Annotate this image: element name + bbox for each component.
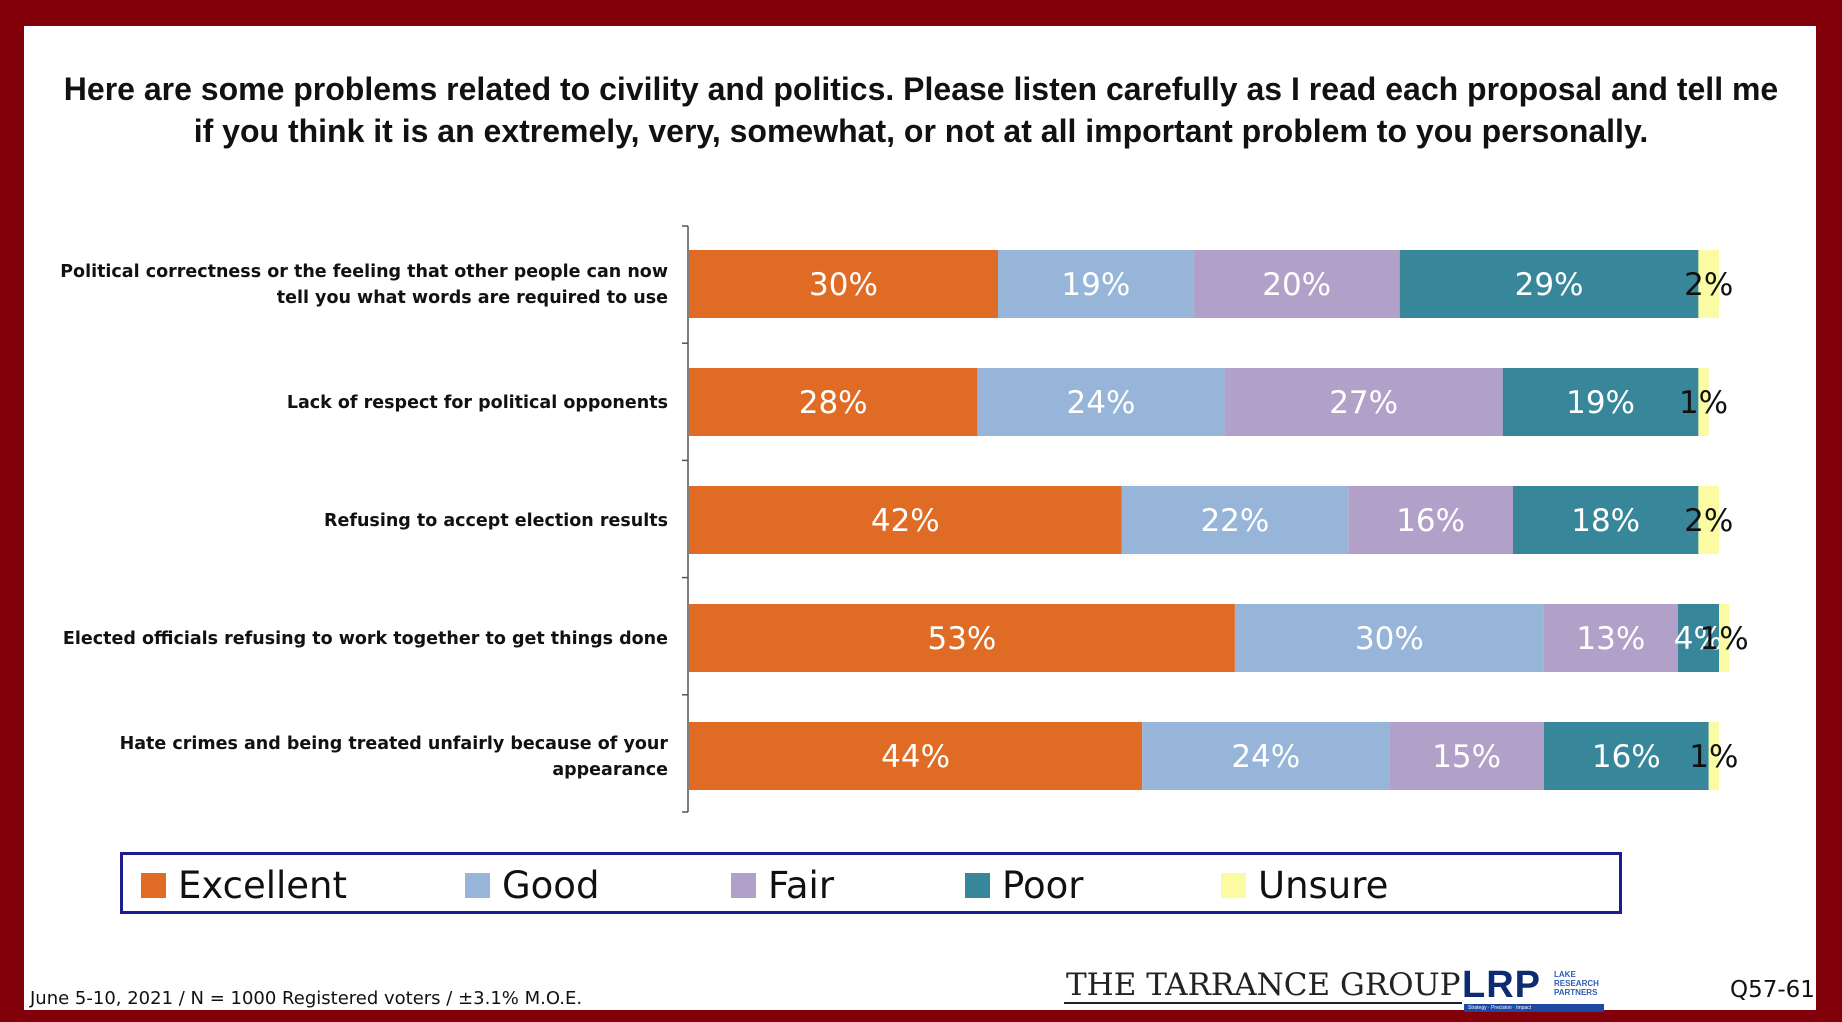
legend-item-poor: Poor xyxy=(965,863,1084,907)
bar-segment-unsure xyxy=(1698,368,1709,436)
lrp-logo-text: LRP xyxy=(1462,964,1541,1006)
bar-segment-excellent xyxy=(689,250,998,318)
legend-item-excellent: Excellent xyxy=(141,863,348,907)
category-label: Political correctness or the feeling tha… xyxy=(60,262,668,308)
bar-segment-fair xyxy=(1543,604,1678,672)
data-label-unsure: 1% xyxy=(1689,739,1738,775)
data-label-unsure: 1% xyxy=(1679,385,1728,421)
data-label-poor: 18% xyxy=(1571,503,1640,539)
data-label-excellent: 30% xyxy=(809,267,878,303)
data-label-excellent: 42% xyxy=(871,503,940,539)
legend-label: Good xyxy=(502,863,600,907)
bar-segment-fair xyxy=(1348,486,1513,554)
data-label-excellent: 28% xyxy=(799,385,868,421)
lrp-logo-subtitle: LAKE RESEARCH PARTNERS xyxy=(1554,970,1599,997)
bar-segment-excellent xyxy=(689,604,1235,672)
legend: Excellent Good Fair Poor Unsure xyxy=(120,852,1622,914)
data-label-fair: 13% xyxy=(1576,621,1645,657)
data-label-fair: 15% xyxy=(1432,739,1501,775)
bar-segment-good xyxy=(1121,486,1349,554)
bar-segment-good xyxy=(1234,604,1544,672)
data-label-good: 19% xyxy=(1061,267,1130,303)
data-label-unsure: 2% xyxy=(1684,503,1733,539)
legend-swatch xyxy=(465,872,490,898)
data-label-good: 22% xyxy=(1200,503,1269,539)
legend-label: Poor xyxy=(1002,863,1084,907)
bar-segment-fair xyxy=(1389,722,1544,790)
bar-segment-poor xyxy=(1399,250,1699,318)
lrp-logo: LRP LAKE RESEARCH PARTNERS Strategy · Pr… xyxy=(1462,964,1606,1012)
bar-segment-excellent xyxy=(689,722,1143,790)
data-label-good: 24% xyxy=(1067,385,1136,421)
data-label-unsure: 1% xyxy=(1700,621,1749,657)
bar-segment-poor xyxy=(1677,604,1719,672)
data-label-poor: 29% xyxy=(1515,267,1584,303)
tarrance-group-logo: THE TARRANCE GROUP xyxy=(1064,967,1463,1004)
bar-segment-good xyxy=(998,250,1194,318)
bar-segment-excellent xyxy=(689,368,978,436)
category-label: Lack of respect for political opponents xyxy=(287,393,668,413)
data-label-poor: 19% xyxy=(1566,385,1635,421)
data-label-good: 24% xyxy=(1231,739,1300,775)
lrp-logo-tagline: Strategy · Precision · Impact xyxy=(1464,1004,1604,1012)
bar-segment-poor xyxy=(1502,368,1699,436)
legend-item-unsure: Unsure xyxy=(1221,863,1389,907)
bar-segment-fair xyxy=(1193,250,1400,318)
category-label: Hate crimes and being treated unfairly b… xyxy=(120,734,669,780)
bar-segment-fair xyxy=(1224,368,1503,436)
chart-title: Here are some problems related to civili… xyxy=(63,71,1779,149)
data-label-excellent: 53% xyxy=(927,621,996,657)
legend-swatch xyxy=(965,872,990,898)
legend-label: Excellent xyxy=(178,863,348,907)
question-code: Q57-61 xyxy=(1730,977,1815,1003)
bar-segment-good xyxy=(1142,722,1390,790)
data-label-poor: 4% xyxy=(1674,621,1723,657)
legend-label: Fair xyxy=(768,863,835,907)
bar-segment-unsure xyxy=(1708,722,1719,790)
data-label-unsure: 2% xyxy=(1684,267,1733,303)
data-label-fair: 16% xyxy=(1396,503,1465,539)
bar-segment-poor xyxy=(1543,722,1709,790)
data-label-fair: 27% xyxy=(1329,385,1398,421)
bar-segment-unsure xyxy=(1719,604,1730,672)
category-label: Refusing to accept election results xyxy=(324,511,668,531)
data-label-fair: 20% xyxy=(1262,267,1331,303)
bar-segment-unsure xyxy=(1698,250,1719,318)
category-label: Elected officials refusing to work toget… xyxy=(63,629,668,649)
legend-swatch xyxy=(731,872,756,898)
data-label-good: 30% xyxy=(1355,621,1424,657)
bar-segment-excellent xyxy=(689,486,1122,554)
bar-segment-poor xyxy=(1513,486,1699,554)
legend-swatch xyxy=(141,872,166,898)
bar-segment-unsure xyxy=(1698,486,1719,554)
legend-swatch xyxy=(1221,872,1246,898)
legend-item-good: Good xyxy=(465,863,600,907)
survey-note: June 5-10, 2021 / N = 1000 Registered vo… xyxy=(30,988,583,1009)
bar-segment-good xyxy=(977,368,1225,436)
legend-label: Unsure xyxy=(1258,863,1389,907)
data-label-poor: 16% xyxy=(1592,739,1661,775)
data-label-excellent: 44% xyxy=(881,739,950,775)
legend-item-fair: Fair xyxy=(731,863,835,907)
